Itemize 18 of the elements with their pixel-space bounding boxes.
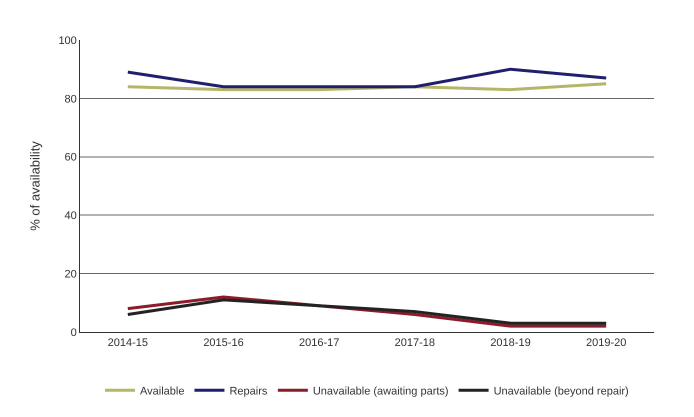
y-tick-label: 100 <box>58 34 77 47</box>
legend-label: Unavailable (beyond repair) <box>494 386 629 398</box>
x-tick-label: 2016-17 <box>298 337 340 350</box>
y-tick-label: 40 <box>64 210 77 222</box>
legend-label: Unavailable (awaiting parts) <box>312 386 449 398</box>
x-tick-label: 2017-18 <box>394 337 436 350</box>
y-tick-label: 60 <box>64 152 77 164</box>
legend-label: Repairs <box>229 386 268 398</box>
y-tick-label: 0 <box>70 326 77 339</box>
y-axis-title: % of availability <box>27 140 42 231</box>
line-series <box>126 68 608 88</box>
x-tick-label: 2014-15 <box>108 337 148 350</box>
x-tick-label: 2015-16 <box>203 337 244 350</box>
y-tick-label: 80 <box>64 93 77 106</box>
x-tick-label: 2019-20 <box>586 337 626 350</box>
x-tick-label: 2018-19 <box>490 337 531 350</box>
y-tick-label: 20 <box>64 268 77 280</box>
legend-label: Available <box>140 386 184 398</box>
